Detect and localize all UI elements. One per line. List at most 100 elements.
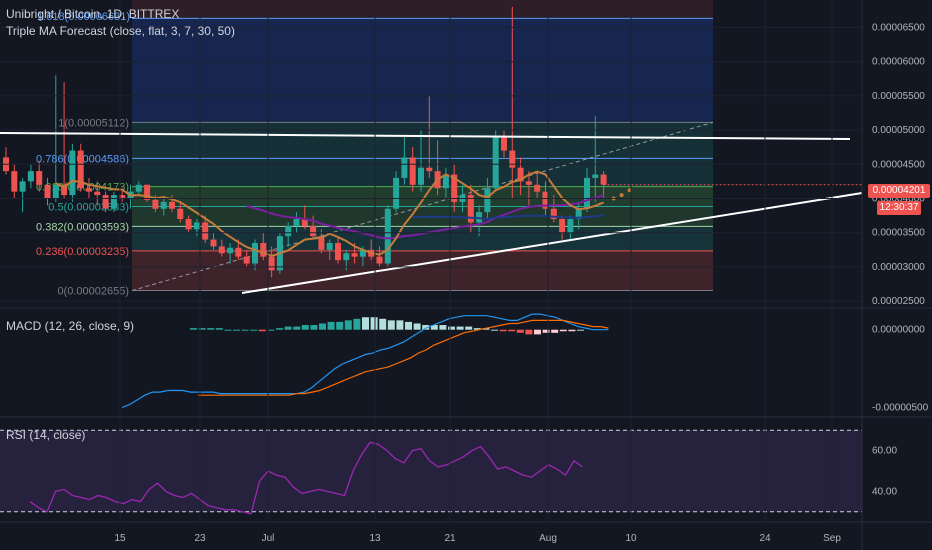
candle-body [27,171,34,182]
macd-histogram-bar [534,329,541,335]
candle-body [534,184,541,192]
candle-body [351,253,358,257]
candle-body [193,222,200,230]
macd-histogram-bar [233,329,240,331]
macd-histogram-bar [327,321,335,330]
ma50-line [412,214,604,220]
fib-label-4: 0.382(0.00003593) [36,221,129,233]
macd-histogram-bar [577,329,584,331]
forecast-point [619,193,624,198]
macd-histogram-bar [353,318,361,330]
candle-body [600,174,607,185]
fib-zone-0 [132,122,713,159]
symbol-title[interactable]: Unibright / Bitcoin, 1D, BITTREX [6,7,180,21]
candle-body [335,242,341,261]
x-tick-label: Aug [539,533,557,544]
candle-body [77,150,84,189]
macd-histogram-bar [379,318,387,330]
candle-body [484,188,491,213]
fib-label-0: 1(0.00005112) [58,117,129,129]
candle-body [94,191,101,196]
candle-body [119,195,126,199]
price-tick-label: 0.00006500 [872,22,925,33]
candle-body [509,150,516,168]
candle-body [559,219,566,233]
candle-body [293,219,300,226]
price-tick-label: 0.00002500 [872,296,925,307]
candle-body [501,136,507,151]
candle-body [550,208,557,220]
candle-body [86,188,92,192]
macd-histogram-bar [250,329,258,331]
x-tick-label: 13 [369,533,381,544]
candle-body [177,208,184,220]
candle-body [252,242,258,264]
candle-body [135,184,142,192]
fib-label-3: 0.5(0.00003883) [48,201,129,213]
candle-body [376,256,383,264]
macd-tick-label: 0.00000000 [872,325,925,336]
macd-histogram-bar [559,329,567,332]
macd-histogram-bar [568,329,576,332]
indicator-title[interactable]: Triple MA Forecast (close, flat, 3, 7, 3… [6,24,235,38]
price-tick-label: 0.00003500 [872,228,925,239]
candle-body [102,195,109,209]
macd-histogram-bar [276,328,283,330]
candle-body [451,174,458,202]
price-tick-label: 0.00005000 [872,125,925,136]
candle-body [152,199,159,209]
candle-body [318,236,325,250]
macd-histogram-bar [525,329,533,335]
macd-histogram-bar [370,317,378,330]
candle-body [169,201,175,209]
candle-body [144,184,151,200]
macd-histogram-bar [508,329,516,332]
candle-body [285,225,292,237]
macd-histogram-bar [456,326,464,330]
fib-ext-label: 1.618(0.00006631) [37,11,130,23]
x-tick-label: 10 [625,533,637,544]
rsi-title[interactable]: RSI (14, close) [6,428,86,442]
macd-histogram-bar [224,329,232,331]
macd-title[interactable]: MACD (12, 26, close, 9) [6,319,135,333]
candle-body [44,184,51,199]
last-price-tag: 0.00004201 [868,184,930,198]
candle-body [592,174,599,178]
candle-body [492,136,499,189]
macd-pane[interactable] [121,313,609,409]
candle-body [467,195,474,223]
macd-histogram-bar [190,328,197,330]
macd-histogram-bar [439,325,447,330]
macd-histogram-bar [293,326,301,330]
price-tick-label: 0.00004500 [872,159,925,170]
macd-histogram-bar [516,329,524,333]
price-tick-label: 0.00005500 [872,91,925,102]
rsi-tick-label: 60.00 [872,446,897,457]
candle-body [310,225,317,237]
candle-body [393,177,400,209]
macd-histogram-bar [422,325,430,330]
macd-tick-label: -0.00000500 [872,403,929,414]
candle-body [384,208,391,264]
candle-body [36,171,43,185]
macd-histogram-bar [215,328,223,330]
candle-body [160,201,167,209]
fib-label-6: 0(0.00002655) [57,286,129,298]
x-tick-label: 23 [194,533,206,544]
x-tick-label: 15 [114,533,126,544]
candle-body [235,247,242,257]
candle-body [567,219,574,233]
candle-body [442,174,449,189]
fib-zone-5 [132,250,713,291]
macd-histogram-bar [284,326,292,330]
rsi-pane[interactable] [0,429,862,515]
macd-histogram-bar [405,321,412,330]
candle-body [301,219,308,226]
x-tick-label: Sep [823,533,841,544]
macd-histogram-bar [198,328,206,330]
candle-body [401,157,408,178]
macd-histogram-bar [499,329,507,332]
support-trendline [241,192,863,294]
